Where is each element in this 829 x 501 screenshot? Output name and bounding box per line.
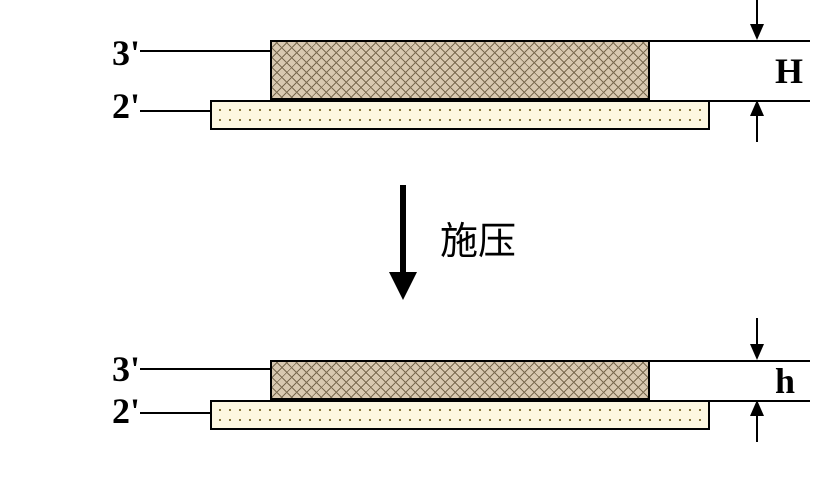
lead-2-top: [140, 110, 210, 112]
action-text: 施压: [440, 210, 516, 265]
dim-top-line-upper: [650, 40, 810, 42]
bottom-layer-2: [210, 400, 710, 430]
lead-3-bottom: [140, 368, 270, 370]
label-2-bottom: 2': [90, 390, 140, 432]
top-layer-2: [210, 100, 710, 130]
dim-top-arrow-upper-stem: [756, 0, 758, 24]
dim-bottom-arrow-upper-stem: [756, 318, 758, 344]
transition-arrow-head: [389, 272, 417, 300]
dim-top-arrow-lower-stem: [756, 116, 758, 142]
bottom-layer-3: [270, 360, 650, 400]
dim-top-arrow-lower-head: [750, 100, 764, 116]
transition-arrow-stem: [400, 185, 406, 275]
dim-bottom-arrow-upper-head: [750, 344, 764, 360]
top-stage: 3' 2' H: [0, 40, 829, 160]
dim-label-h-lower: h: [775, 360, 795, 402]
dim-bottom-arrow-lower-stem: [756, 416, 758, 442]
lead-2-bottom: [140, 412, 210, 414]
label-3-bottom: 3': [90, 348, 140, 390]
top-layer-3: [270, 40, 650, 100]
dim-label-h-upper: H: [775, 50, 803, 92]
dim-bottom-arrow-lower-head: [750, 400, 764, 416]
bottom-stage: 3' 2' h: [0, 360, 829, 460]
dim-top-arrow-upper-head: [750, 24, 764, 40]
lead-3-top: [140, 50, 270, 52]
label-3-top: 3': [90, 32, 140, 74]
label-2-top: 2': [90, 85, 140, 127]
